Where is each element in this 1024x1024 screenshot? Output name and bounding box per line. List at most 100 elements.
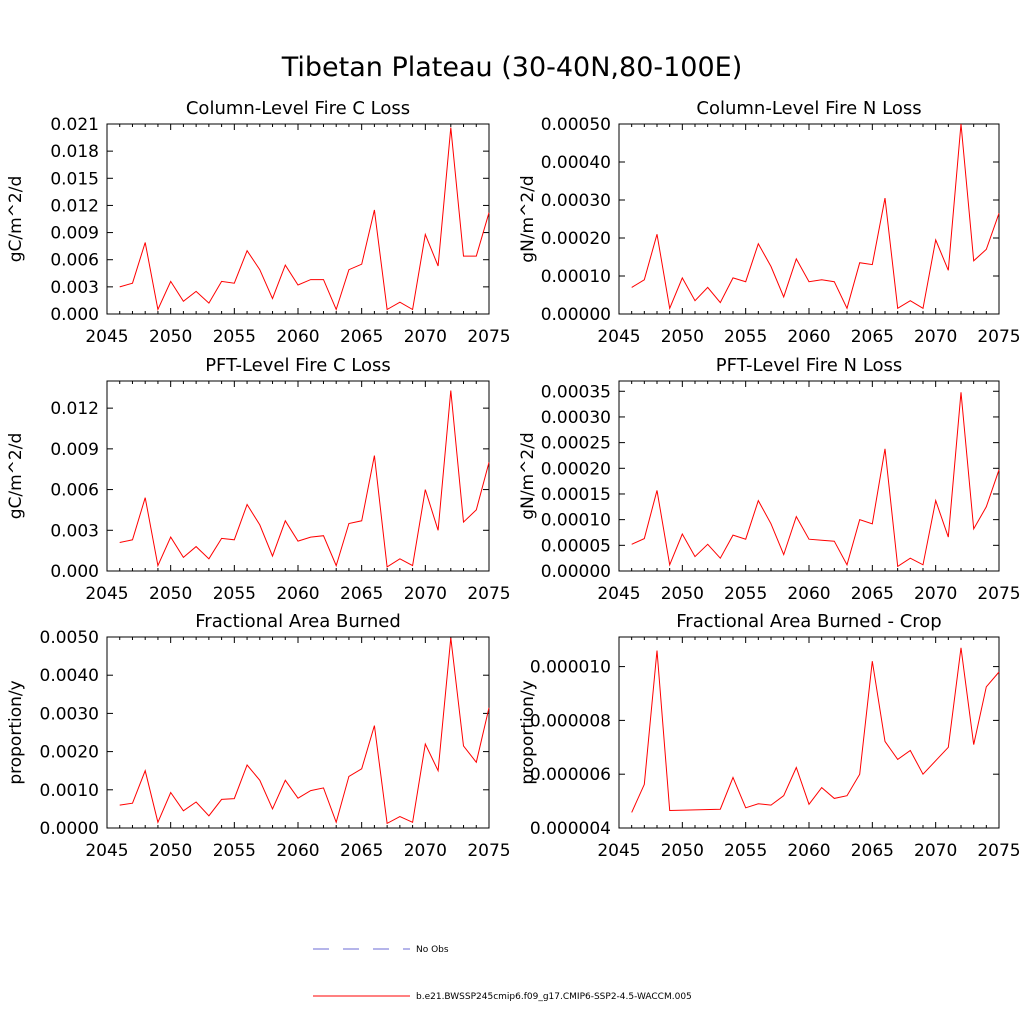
y-tick-label: 0.012 — [50, 399, 99, 419]
x-tick-label: 2070 — [404, 327, 447, 347]
y-axis-label: gC/m^2/d — [6, 433, 26, 520]
panel-title: Fractional Area Burned - Crop — [676, 611, 941, 632]
x-tick-label: 2075 — [977, 841, 1020, 861]
x-tick-label: 2060 — [787, 327, 830, 347]
x-tick-label: 2075 — [467, 327, 510, 347]
x-tick-label: 2055 — [724, 841, 767, 861]
y-tick-label: 0.000006 — [530, 765, 611, 785]
x-tick-label: 2055 — [213, 327, 256, 347]
y-tick-label: 0.000004 — [530, 819, 611, 839]
y-tick-label: 0.00010 — [541, 511, 611, 531]
y-tick-label: 0.00030 — [541, 408, 611, 428]
x-tick-label: 2060 — [787, 584, 830, 604]
x-tick-label: 2045 — [597, 841, 640, 861]
x-tick-label: 2060 — [276, 584, 319, 604]
y-tick-label: 0.00050 — [541, 115, 611, 135]
figure-title: Tibetan Plateau (30-40N,80-100E) — [281, 52, 743, 83]
y-tick-label: 0.0050 — [40, 628, 99, 648]
y-axis-label: proportion/y — [6, 680, 26, 784]
x-tick-label: 2065 — [851, 584, 894, 604]
y-tick-label: 0.006 — [50, 481, 99, 501]
y-axis-label: gN/m^2/d — [518, 432, 538, 519]
series-line — [119, 127, 490, 312]
y-tick-label: 0.0000 — [40, 819, 99, 839]
x-tick-label: 2070 — [404, 584, 447, 604]
x-tick-label: 2050 — [149, 327, 192, 347]
panels-group: Column-Level Fire C Loss 2045 2050 2055 2060… — [6, 98, 1021, 861]
x-tick-label: 2060 — [276, 327, 319, 347]
y-tick-label: 0.00020 — [541, 229, 611, 249]
y-tick-label: 0.00000 — [541, 562, 611, 582]
x-tick-label: 2055 — [213, 584, 256, 604]
legend-label-model: b.e21.BWSSP245cmip6.f09_g17.CMIP6-SSP2-4… — [416, 992, 692, 1002]
x-tick-label: 2065 — [340, 841, 383, 861]
x-tick-label: 2060 — [276, 841, 319, 861]
x-tick-label: 2055 — [724, 327, 767, 347]
x-tick-label: 2065 — [340, 327, 383, 347]
y-tick-label: 0.000010 — [530, 658, 611, 678]
panel-title: Fractional Area Burned — [195, 611, 401, 632]
x-tick-label: 2075 — [467, 584, 510, 604]
panel-title: Column-Level Fire N Loss — [696, 98, 921, 119]
series-line — [119, 637, 490, 825]
y-tick-label: 0.006 — [50, 251, 99, 271]
x-tick-label: 2050 — [149, 584, 192, 604]
series-line — [631, 392, 1000, 568]
x-tick-label: 2050 — [661, 584, 704, 604]
y-tick-label: 0.00025 — [541, 434, 611, 454]
y-tick-label: 0.00010 — [541, 267, 611, 287]
legend: No Obs b.e21.BWSSP245cmip6.f09_g17.CMIP6-… — [313, 945, 692, 1002]
series-line — [631, 123, 1000, 311]
y-axis-label: proportion/y — [518, 680, 538, 784]
x-tick-label: 2075 — [467, 841, 510, 861]
panel-title: PFT-Level Fire C Loss — [205, 355, 391, 376]
y-tick-label: 0.0030 — [40, 704, 99, 724]
y-tick-label: 0.00030 — [541, 191, 611, 211]
x-tick-label: 2045 — [85, 584, 128, 604]
x-tick-label: 2055 — [724, 584, 767, 604]
x-tick-label: 2045 — [597, 584, 640, 604]
panel-2: Column-Level Fire N Loss 2045 2050 2055 2060… — [518, 98, 1021, 347]
y-axis-label: gN/m^2/d — [518, 175, 538, 262]
y-tick-label: 0.00035 — [541, 382, 611, 402]
panel-title: PFT-Level Fire N Loss — [716, 355, 902, 376]
x-tick-label: 2070 — [914, 841, 957, 861]
y-tick-label: 0.00000 — [541, 305, 611, 325]
y-axis-label: gC/m^2/d — [6, 176, 26, 263]
y-tick-label: 0.00020 — [541, 459, 611, 479]
x-tick-label: 2065 — [851, 841, 894, 861]
y-tick-label: 0.00040 — [541, 153, 611, 173]
x-tick-label: 2070 — [914, 584, 957, 604]
y-tick-label: 0.009 — [50, 224, 99, 244]
y-tick-label: 0.00015 — [541, 485, 611, 505]
y-tick-label: 0.000 — [50, 562, 99, 582]
legend-label-obs: No Obs — [416, 945, 449, 955]
y-tick-label: 0.0020 — [40, 743, 99, 763]
x-tick-label: 2045 — [85, 327, 128, 347]
x-tick-label: 2075 — [977, 327, 1020, 347]
panel-5: Fractional Area Burned 2045 2050 2055 2060 20… — [6, 611, 511, 861]
y-tick-label: 0.000 — [50, 305, 99, 325]
x-tick-label: 2050 — [661, 841, 704, 861]
y-tick-label: 0.003 — [50, 521, 99, 541]
x-tick-label: 2070 — [404, 841, 447, 861]
x-tick-label: 2045 — [85, 841, 128, 861]
y-tick-label: 0.015 — [50, 169, 99, 189]
y-tick-label: 0.021 — [50, 115, 99, 135]
y-tick-label: 0.003 — [50, 278, 99, 298]
y-tick-label: 0.0010 — [40, 781, 99, 801]
y-tick-label: 0.0040 — [40, 666, 99, 686]
y-tick-label: 0.009 — [50, 440, 99, 460]
x-tick-label: 2060 — [787, 841, 830, 861]
x-tick-label: 2050 — [661, 327, 704, 347]
series-line — [119, 390, 490, 568]
y-tick-label: 0.018 — [50, 142, 99, 162]
panel-6: Fractional Area Burned - Crop 2045 2050 205… — [518, 611, 1021, 861]
y-tick-label: 0.00005 — [541, 536, 611, 556]
x-tick-label: 2070 — [914, 327, 957, 347]
x-tick-label: 2065 — [340, 584, 383, 604]
x-tick-label: 2045 — [597, 327, 640, 347]
x-tick-label: 2065 — [851, 327, 894, 347]
